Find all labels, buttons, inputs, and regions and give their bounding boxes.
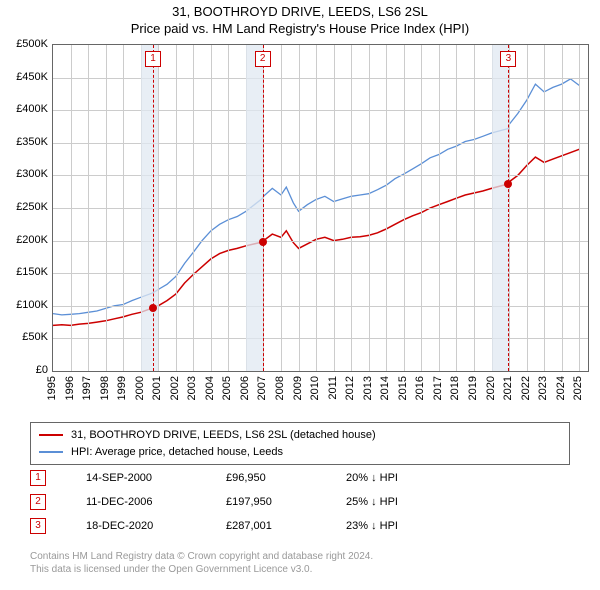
y-tick-label: £0 xyxy=(36,364,48,376)
x-tick-label: 2015 xyxy=(397,376,409,400)
x-tick-label: 1997 xyxy=(81,376,93,400)
y-tick-label: £500K xyxy=(16,38,48,50)
legend-swatch-property xyxy=(39,434,63,436)
x-tick-label: 1999 xyxy=(116,376,128,400)
x-tick-label: 2002 xyxy=(169,376,181,400)
event-hpi: 23% ↓ HPI xyxy=(346,520,446,532)
y-tick-label: £450K xyxy=(16,71,48,83)
footer: Contains HM Land Registry data © Crown c… xyxy=(30,550,373,576)
y-tick-label: £400K xyxy=(16,103,48,115)
event-table-row: 2 11-DEC-2006 £197,950 25% ↓ HPI xyxy=(30,490,446,514)
event-date: 11-DEC-2006 xyxy=(86,496,186,508)
shaded-year-band xyxy=(246,45,264,371)
titles: 31, BOOTHROYD DRIVE, LEEDS, LS6 2SL Pric… xyxy=(0,0,600,38)
x-tick-label: 2019 xyxy=(467,376,479,400)
legend-row-hpi: HPI: Average price, detached house, Leed… xyxy=(39,444,561,461)
event-table-row: 3 18-DEC-2020 £287,001 23% ↓ HPI xyxy=(30,514,446,538)
x-tick-label: 2020 xyxy=(485,376,497,400)
title-line-2: Price paid vs. HM Land Registry's House … xyxy=(0,21,600,38)
x-tick-label: 2014 xyxy=(379,376,391,400)
x-tick-label: 2017 xyxy=(432,376,444,400)
x-tick-label: 1996 xyxy=(64,376,76,400)
x-tick-label: 2008 xyxy=(274,376,286,400)
y-tick-label: £250K xyxy=(16,201,48,213)
chart-plot-area: 1 2 3 xyxy=(52,44,589,372)
event-line xyxy=(263,45,264,371)
legend-swatch-hpi xyxy=(39,451,63,453)
legend: 31, BOOTHROYD DRIVE, LEEDS, LS6 2SL (det… xyxy=(30,422,570,465)
event-line xyxy=(153,45,154,371)
event-badge: 2 xyxy=(255,51,271,67)
x-tick-label: 2009 xyxy=(292,376,304,400)
x-tick-label: 2011 xyxy=(327,376,339,400)
x-tick-label: 2021 xyxy=(502,376,514,400)
event-date: 18-DEC-2020 xyxy=(86,520,186,532)
x-tick-label: 2001 xyxy=(151,376,163,400)
legend-label-property: 31, BOOTHROYD DRIVE, LEEDS, LS6 2SL (det… xyxy=(71,427,376,444)
x-tick-label: 2000 xyxy=(134,376,146,400)
x-tick-label: 2013 xyxy=(362,376,374,400)
event-price: £96,950 xyxy=(226,472,306,484)
x-tick-label: 2016 xyxy=(414,376,426,400)
x-tick-label: 2003 xyxy=(186,376,198,400)
y-tick-label: £100K xyxy=(16,299,48,311)
x-tick-label: 2022 xyxy=(520,376,532,400)
event-price: £197,950 xyxy=(226,496,306,508)
event-marker-dot xyxy=(259,238,267,246)
event-price: £287,001 xyxy=(226,520,306,532)
event-badge-small: 3 xyxy=(30,518,46,534)
footer-line-2: This data is licensed under the Open Gov… xyxy=(30,563,373,576)
y-tick-label: £350K xyxy=(16,136,48,148)
x-tick-label: 2005 xyxy=(221,376,233,400)
event-line xyxy=(508,45,509,371)
x-tick-label: 2024 xyxy=(555,376,567,400)
y-tick-label: £200K xyxy=(16,234,48,246)
event-marker-dot xyxy=(504,180,512,188)
y-tick-label: £50K xyxy=(22,331,48,343)
event-date: 14-SEP-2000 xyxy=(86,472,186,484)
events-table: 1 14-SEP-2000 £96,950 20% ↓ HPI 2 11-DEC-2006… xyxy=(30,466,446,538)
event-badge-small: 1 xyxy=(30,470,46,486)
title-line-1: 31, BOOTHROYD DRIVE, LEEDS, LS6 2SL xyxy=(0,4,600,21)
event-badge: 3 xyxy=(500,51,516,67)
event-hpi: 25% ↓ HPI xyxy=(346,496,446,508)
x-tick-label: 2006 xyxy=(239,376,251,400)
chart-container: 31, BOOTHROYD DRIVE, LEEDS, LS6 2SL Pric… xyxy=(0,0,600,590)
x-tick-label: 2012 xyxy=(344,376,356,400)
event-marker-dot xyxy=(149,304,157,312)
footer-line-1: Contains HM Land Registry data © Crown c… xyxy=(30,550,373,563)
x-tick-label: 2018 xyxy=(449,376,461,400)
x-tick-label: 2007 xyxy=(256,376,268,400)
legend-row-property: 31, BOOTHROYD DRIVE, LEEDS, LS6 2SL (det… xyxy=(39,427,561,444)
y-tick-label: £150K xyxy=(16,266,48,278)
x-tick-label: 1998 xyxy=(99,376,111,400)
shaded-year-band xyxy=(492,45,510,371)
x-tick-label: 2004 xyxy=(204,376,216,400)
y-tick-label: £300K xyxy=(16,168,48,180)
x-tick-label: 1995 xyxy=(46,376,58,400)
shaded-year-band xyxy=(141,45,159,371)
event-table-row: 1 14-SEP-2000 £96,950 20% ↓ HPI xyxy=(30,466,446,490)
event-badge-small: 2 xyxy=(30,494,46,510)
x-tick-label: 2010 xyxy=(309,376,321,400)
event-hpi: 20% ↓ HPI xyxy=(346,472,446,484)
x-tick-label: 2023 xyxy=(537,376,549,400)
x-tick-label: 2025 xyxy=(572,376,584,400)
legend-label-hpi: HPI: Average price, detached house, Leed… xyxy=(71,444,283,461)
event-badge: 1 xyxy=(145,51,161,67)
